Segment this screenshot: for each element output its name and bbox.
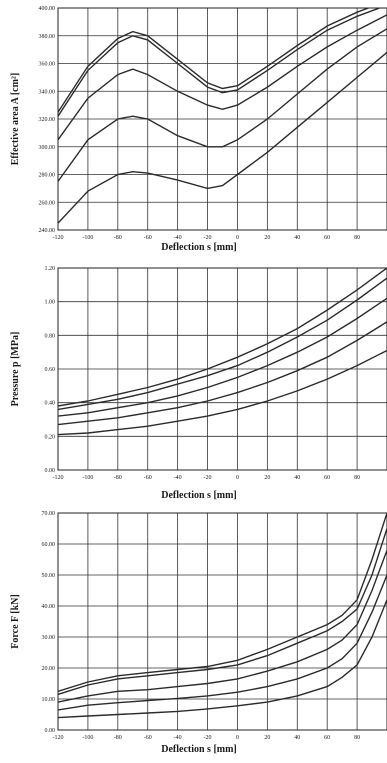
effective-area-series-line-3: [58, 14, 387, 141]
pressure-x-tick-label: 0: [236, 475, 239, 481]
pressure-x-tick-label: 40: [294, 475, 300, 481]
effective-area-x-tick-label: -40: [174, 235, 182, 241]
effective-area-series-line-5: [58, 51, 387, 224]
effective-area-plot-frame: [57, 7, 387, 231]
effective-area-x-tick-label: -20: [204, 235, 212, 241]
effective-area-y-tick-label: 360.00: [39, 62, 56, 68]
force-y-tick-label: 40.00: [42, 604, 56, 610]
effective-area-series-line-2: [58, 8, 382, 117]
pressure-x-tick-label: -100: [82, 475, 93, 481]
force-y-tick-label: 50.00: [42, 573, 56, 579]
pressure-x-tick-label: -80: [114, 475, 122, 481]
effective-area-x-tick-label: 60: [324, 235, 330, 241]
pressure-chart: -120 -100 -80 -60 -40 -20 0 20 40 60 80 0.00 0.20 0.4…: [10, 266, 387, 501]
force-x-tick-label: -40: [174, 735, 182, 741]
effective-area-x-axis-label: Deflection s [mm]: [161, 242, 237, 253]
pressure-series-line-5: [58, 349, 387, 436]
force-y-tick-label: 10.00: [42, 697, 56, 703]
effective-area-x-tick-label: -80: [114, 235, 122, 241]
force-x-tick-label: -20: [204, 735, 212, 741]
effective-area-y-tick-label: 340.00: [39, 89, 56, 95]
pressure-x-tick-label: -60: [144, 475, 152, 481]
pressure-x-tick-label: -20: [204, 475, 212, 481]
effective-area-x-tick-label: 40: [294, 235, 300, 241]
force-x-axis-label: Deflection s [mm]: [161, 744, 237, 755]
effective-area-y-tick-label: 260.00: [39, 200, 56, 206]
effective-area-x-tick-label: -120: [53, 235, 64, 241]
effective-area-y-tick-label: 400.00: [39, 6, 56, 12]
pressure-y-tick-label: 0.80: [45, 333, 56, 339]
force-plot-frame: [57, 512, 387, 731]
force-series-line-3: [58, 549, 387, 703]
pressure-y-tick-label: 0.00: [45, 468, 56, 474]
pressure-series-line-3: [58, 297, 387, 417]
pressure-y-tick-label: 0.20: [45, 434, 56, 440]
pressure-y-axis-label: Pressure p [MPa]: [10, 332, 21, 407]
force-series-line-1: [58, 513, 387, 692]
force-y-tick-label: 70.00: [42, 511, 56, 517]
force-y-axis-label: Force F [kN]: [10, 594, 21, 648]
pressure-series-line-2: [58, 277, 387, 411]
effective-area-x-tick-label: 0: [236, 235, 239, 241]
pressure-y-tick-label: 1.20: [45, 266, 56, 272]
effective-area-y-tick-label: 300.00: [39, 145, 56, 151]
pressure-x-tick-label: 20: [264, 475, 270, 481]
pressure-y-tick-label: 1.00: [45, 300, 56, 306]
force-x-tick-label: 20: [264, 735, 270, 741]
pressure-x-tick-label: -40: [174, 475, 182, 481]
effective-area-series-line-4: [58, 28, 387, 182]
pressure-y-tick-label: 0.40: [45, 401, 56, 407]
force-x-tick-label: 60: [324, 735, 330, 741]
force-y-tick-label: 20.00: [42, 666, 56, 672]
force-x-tick-label: 80: [354, 735, 360, 741]
pressure-x-tick-label: 60: [324, 475, 330, 481]
effective-area-chart: -120 -100 -80 -60 -40 -20 0 20 40 60 80 240.00 260.0…: [10, 6, 387, 253]
effective-area-x-tick-label: -100: [82, 235, 93, 241]
pressure-x-tick-label: -120: [53, 475, 64, 481]
effective-area-y-tick-label: 240.00: [39, 228, 56, 234]
effective-area-series-line-1: [58, 8, 371, 113]
pressure-y-tick-label: 0.60: [45, 367, 56, 373]
force-series-line-2: [58, 528, 387, 696]
pressure-series-line-1: [58, 268, 387, 407]
force-series-line-5: [58, 599, 387, 719]
force-x-tick-label: -120: [53, 735, 64, 741]
force-y-tick-label: 0.00: [45, 728, 56, 734]
force-x-tick-label: -100: [82, 735, 93, 741]
force-y-tick-label: 30.00: [42, 635, 56, 641]
pressure-plot-frame: [57, 267, 387, 471]
force-chart: -120 -100 -80 -60 -40 -20 0 20 40 60 80 0.00 10.00 20…: [10, 511, 387, 755]
effective-area-y-tick-label: 320.00: [39, 117, 56, 123]
effective-area-x-tick-label: 20: [264, 235, 270, 241]
effective-area-y-axis-label: Effective area A [cm²]: [10, 73, 21, 166]
pressure-series-line-4: [58, 321, 387, 426]
force-x-tick-label: -80: [114, 735, 122, 741]
effective-area-x-tick-label: -60: [144, 235, 152, 241]
effective-area-y-tick-label: 280.00: [39, 173, 56, 179]
force-y-tick-label: 60.00: [42, 542, 56, 548]
force-x-tick-label: 40: [294, 735, 300, 741]
pressure-x-tick-label: 80: [354, 475, 360, 481]
force-x-tick-label: 0: [236, 735, 239, 741]
effective-area-y-tick-label: 380.00: [39, 34, 56, 40]
effective-area-x-tick-label: 80: [354, 235, 360, 241]
force-x-tick-label: -60: [144, 735, 152, 741]
force-series-line-4: [58, 574, 387, 711]
pressure-x-axis-label: Deflection s [mm]: [161, 490, 237, 501]
